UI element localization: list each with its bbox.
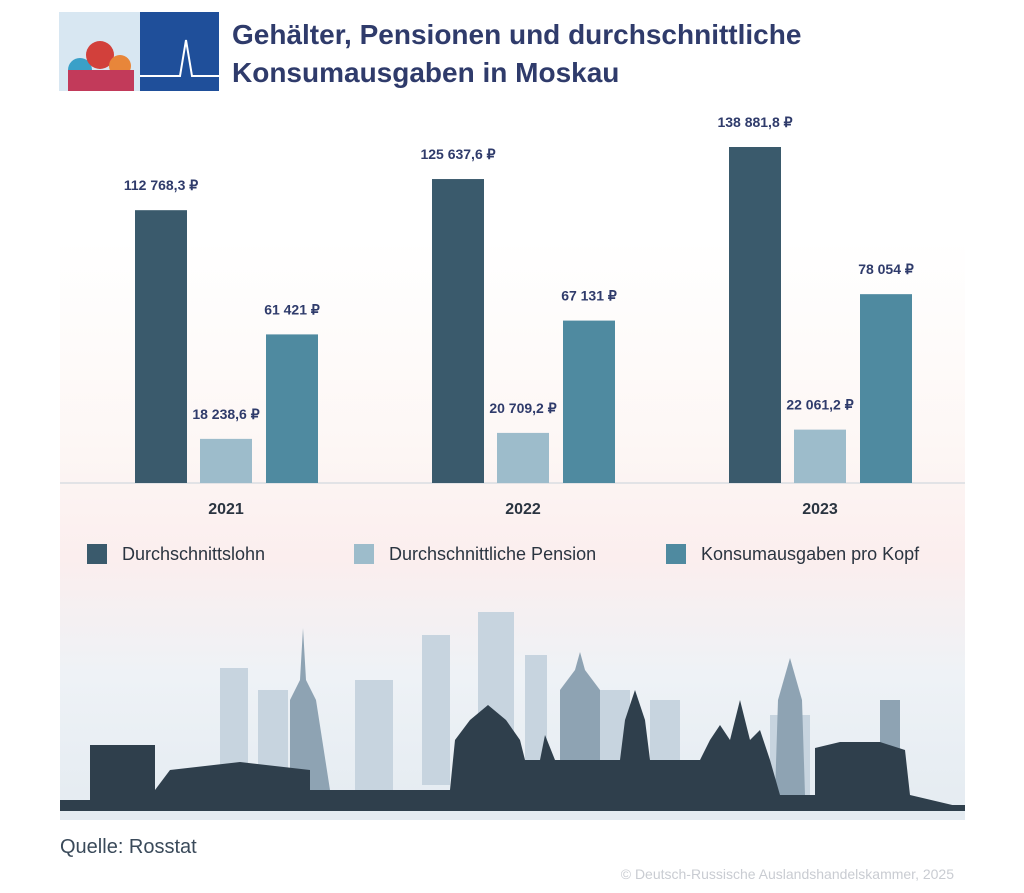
bar [432, 179, 484, 484]
value-label: 125 637,6 ₽ [420, 146, 495, 162]
bar [266, 334, 318, 483]
x-tick-label: 2023 [802, 501, 838, 518]
x-tick-label: 2022 [505, 501, 541, 518]
skyline [60, 612, 965, 811]
legend-swatch [354, 544, 374, 564]
bar [563, 320, 615, 483]
value-label: 138 881,8 ₽ [717, 114, 792, 130]
value-label: 78 054 ₽ [858, 261, 914, 277]
bar [794, 429, 846, 483]
legend-label: Durchschnittslohn [122, 544, 265, 564]
legend-swatch [666, 544, 686, 564]
x-tick-label: 2021 [208, 501, 244, 518]
legend-swatch [87, 544, 107, 564]
value-label: 22 061,2 ₽ [786, 397, 853, 413]
copyright: © Deutsch-Russische Auslandshandelskamme… [620, 866, 954, 882]
value-label: 61 421 ₽ [264, 301, 320, 317]
source: Quelle: Rosstat [60, 836, 197, 858]
bar [860, 294, 912, 483]
value-label: 20 709,2 ₽ [489, 400, 556, 416]
bar [200, 438, 252, 483]
value-label: 67 131 ₽ [561, 288, 617, 304]
chart-title: Gehälter, Pensionen und durchschnittlich… [232, 19, 802, 88]
bar [729, 147, 781, 483]
bar [497, 432, 549, 483]
legend-label: Durchschnittliche Pension [389, 544, 596, 564]
value-label: 18 238,6 ₽ [192, 406, 259, 422]
value-label: 112 768,3 ₽ [124, 177, 198, 193]
bar [135, 210, 187, 483]
legend-label: Konsumausgaben pro Kopf [701, 544, 920, 564]
logo [59, 12, 219, 91]
